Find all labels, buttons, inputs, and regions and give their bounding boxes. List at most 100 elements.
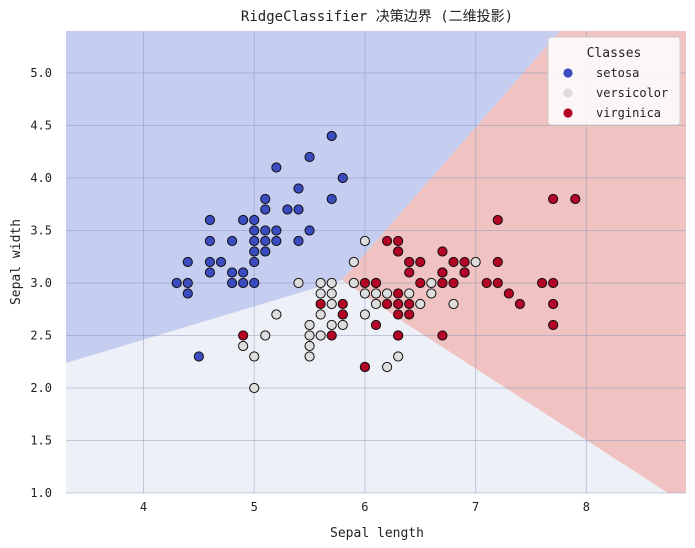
point-virginica [370,277,382,289]
point-setosa [204,214,216,226]
point-virginica [337,309,348,320]
point-setosa [282,204,293,215]
point-versicolor [315,288,326,299]
point-setosa [215,256,227,268]
point-setosa [182,288,193,299]
point-setosa [226,277,238,289]
point-versicolor [393,351,404,362]
point-versicolor [315,330,326,341]
y-axis-ticks: 1.0 1.5 2.0 2.5 3.0 3.5 4.0 4.5 5.0 [30,66,52,500]
point-virginica [326,330,337,341]
point-versicolor [304,351,315,362]
legend-marker-virginica [563,108,573,118]
point-versicolor [426,277,437,289]
point-virginica [459,256,470,268]
point-virginica [404,256,415,268]
point-virginica [415,256,426,268]
point-virginica [481,277,492,289]
point-setosa [226,267,238,278]
point-setosa [293,235,304,247]
point-virginica [238,330,249,341]
point-virginica [437,277,448,289]
point-virginica [548,193,559,205]
point-virginica [404,298,415,310]
legend-label-virginica: virginica [596,106,661,120]
point-virginica [404,267,415,278]
data-points [171,130,581,394]
y-tick-label: 3.0 [30,276,52,290]
point-versicolor [326,288,337,299]
point-versicolor [315,277,326,289]
point-virginica [359,277,371,289]
point-virginica [393,288,404,299]
y-tick-label: 2.0 [30,381,52,395]
point-versicolor [304,330,315,341]
point-setosa [204,235,216,247]
point-virginica [548,319,559,331]
point-virginica [393,246,404,257]
point-setosa [249,214,260,226]
region-virginica [342,31,686,493]
point-setosa [304,151,315,163]
point-versicolor [326,319,337,331]
y-tick-label: 4.0 [30,171,52,185]
point-versicolor [238,340,249,352]
point-virginica [536,277,548,289]
point-setosa [238,267,249,278]
point-versicolor [381,361,393,373]
point-setosa [260,193,271,205]
point-setosa [238,214,249,226]
point-versicolor [271,309,282,320]
point-setosa [304,225,315,236]
point-virginica [415,277,426,289]
point-versicolor [249,351,260,362]
point-versicolor [326,277,337,289]
point-setosa [271,162,282,173]
legend-title: Classes [587,46,642,61]
chart-title: RidgeClassifier 决策边界 (二维投影) [241,8,513,25]
point-setosa [238,277,249,289]
point-setosa [182,256,193,268]
point-setosa [249,225,260,236]
point-virginica [437,267,448,278]
point-virginica [459,267,470,278]
point-versicolor [304,319,315,331]
point-virginica [337,298,348,310]
point-setosa [337,172,348,184]
point-versicolor [381,288,393,299]
point-setosa [260,225,271,236]
point-setosa [293,183,304,194]
point-virginica [437,330,448,341]
legend-marker-setosa [563,68,573,78]
point-versicolor [348,256,359,268]
point-versicolor [249,382,260,394]
point-virginica [448,277,459,289]
point-virginica [448,256,459,268]
point-versicolor [359,288,371,299]
point-setosa [326,130,337,142]
point-setosa [182,277,193,289]
point-virginica [381,298,393,310]
legend-marker-versicolor [563,88,573,98]
x-tick-label: 4 [140,500,147,514]
plot-area [66,31,686,494]
legend-items: setosa versicolor virginica [563,66,668,120]
point-setosa [204,267,216,278]
point-versicolor [470,256,481,268]
x-tick-label: 8 [583,500,590,514]
point-versicolor [359,235,371,247]
x-tick-label: 5 [251,500,258,514]
y-tick-label: 1.0 [30,486,52,500]
point-versicolor [370,288,382,299]
point-virginica [381,235,393,247]
point-virginica [393,330,404,341]
point-versicolor [348,277,359,289]
point-virginica [492,256,503,268]
point-virginica [359,361,371,373]
point-virginica [393,298,404,310]
point-setosa [293,204,304,215]
legend: Classes setosa versicolor virginica [547,36,681,126]
point-setosa [171,277,182,289]
point-versicolor [304,340,315,352]
